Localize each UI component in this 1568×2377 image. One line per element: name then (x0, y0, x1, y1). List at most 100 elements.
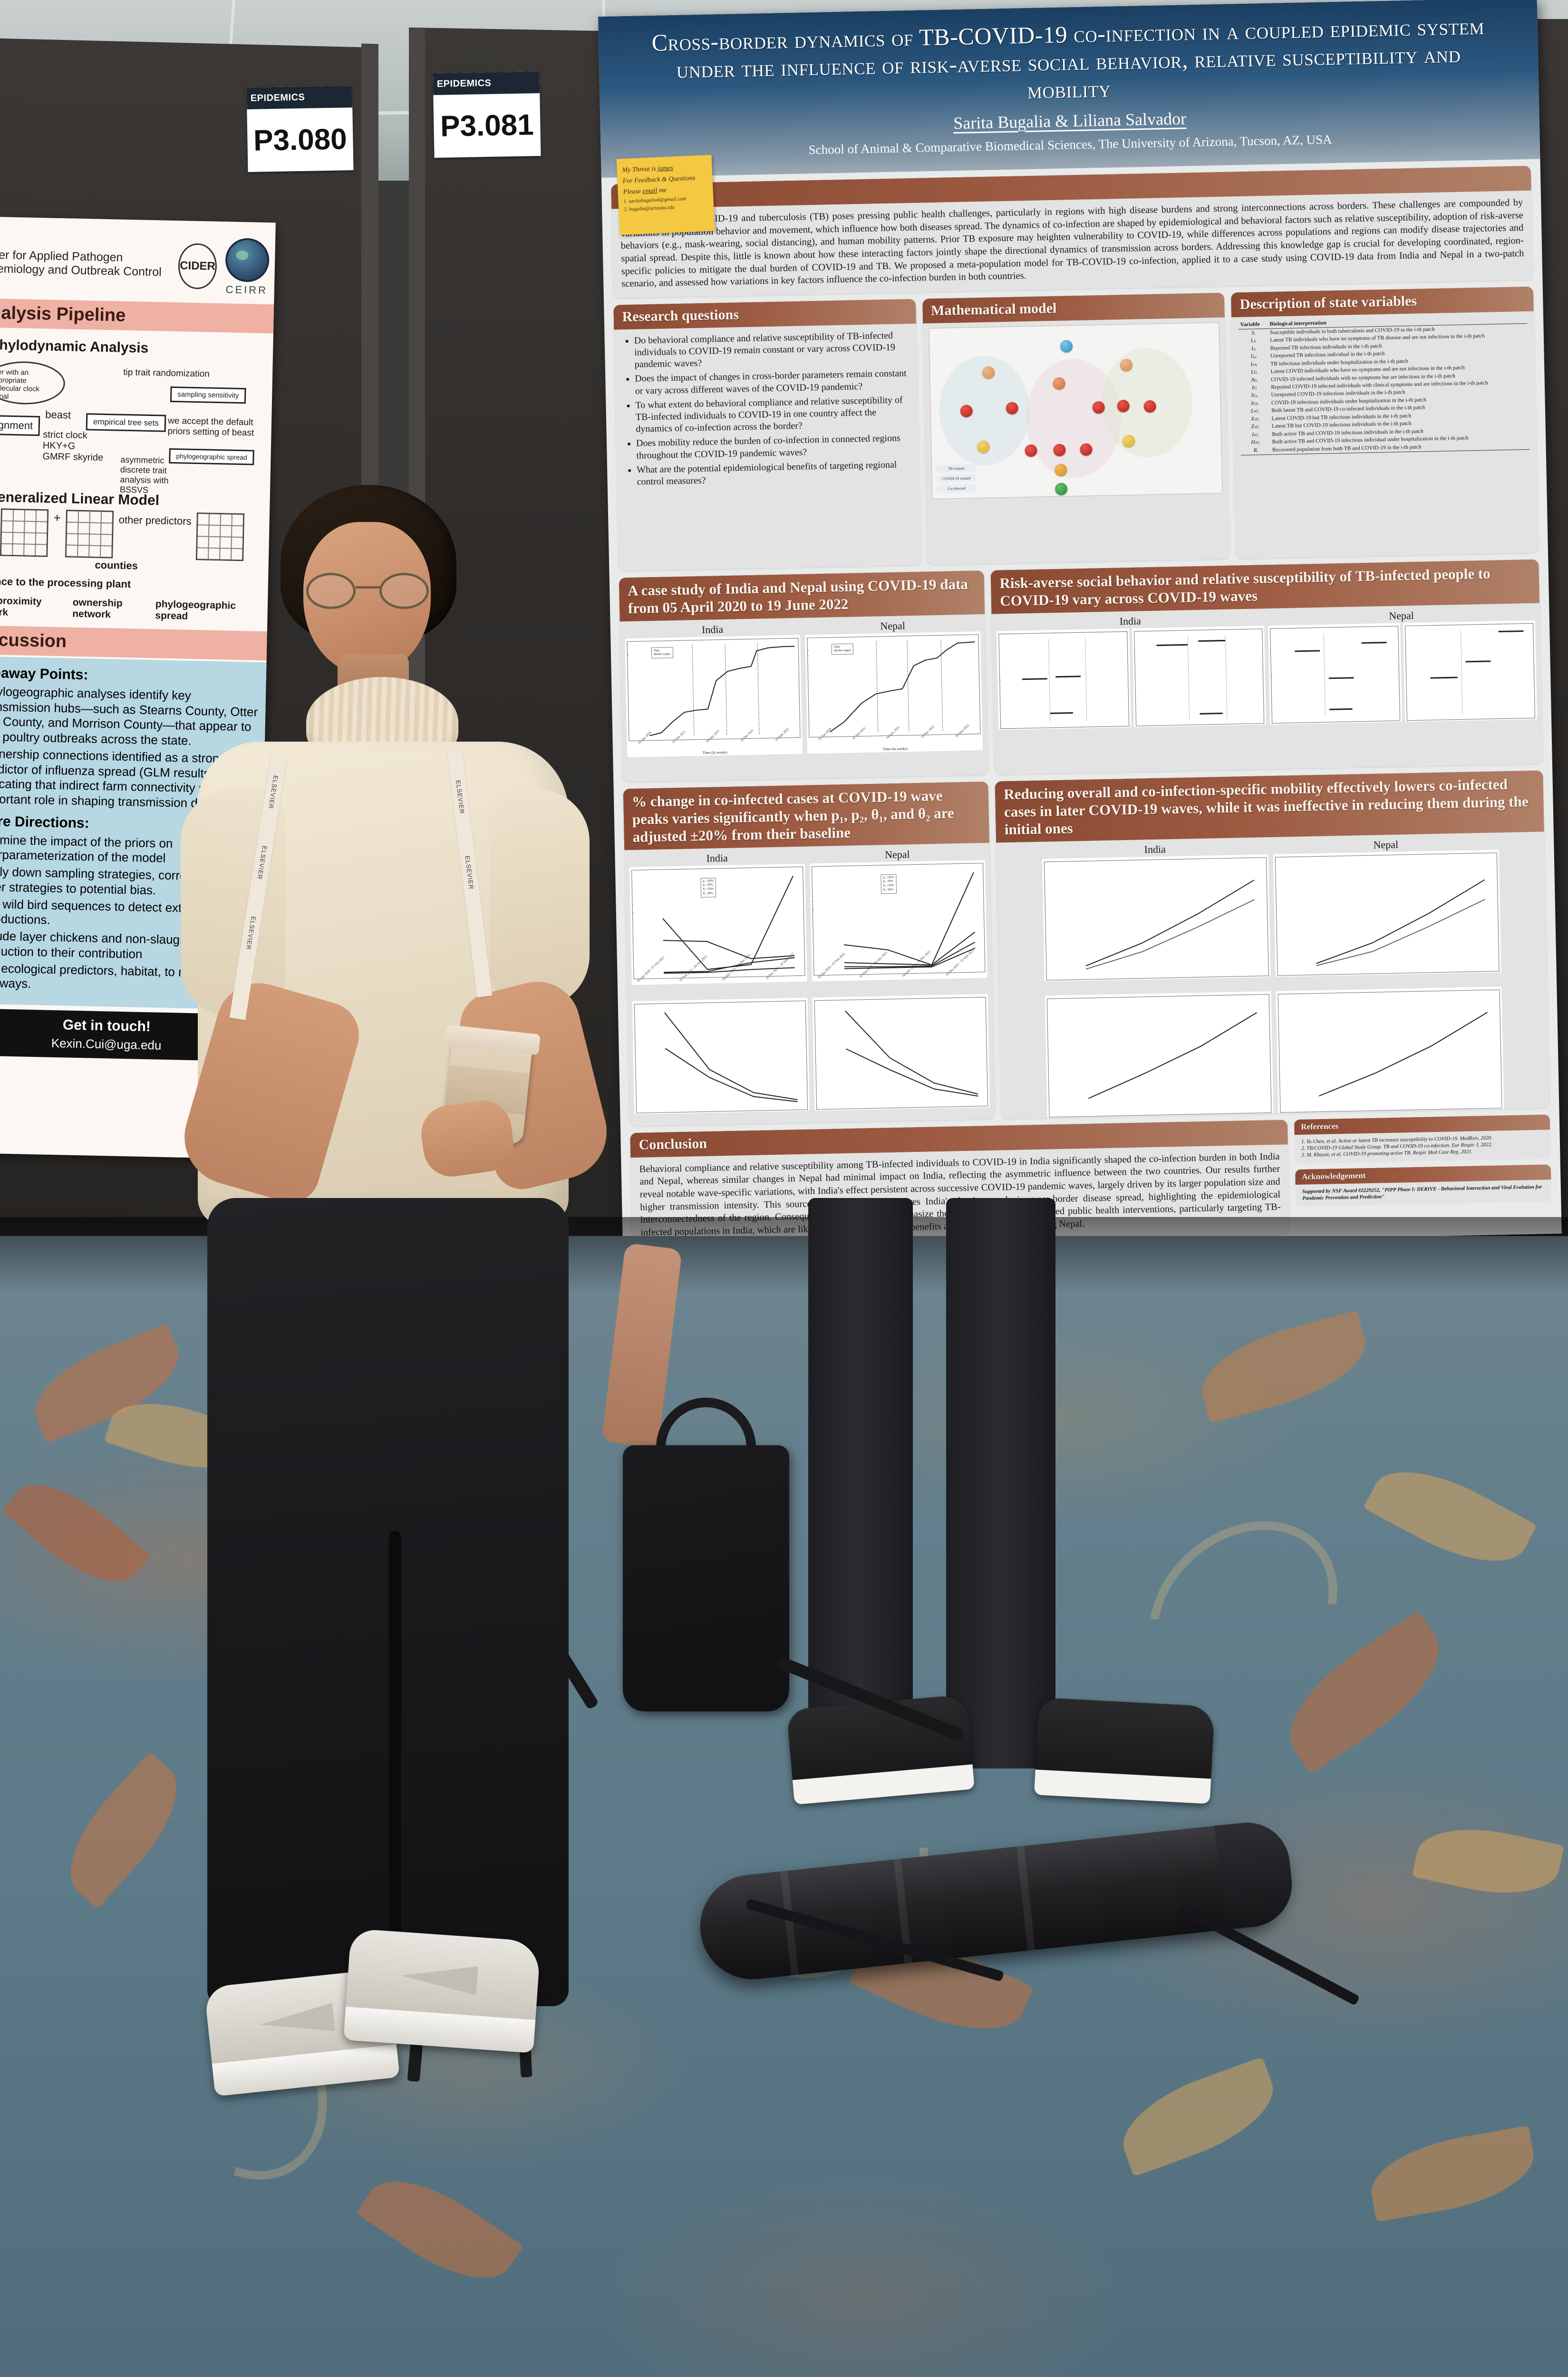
cider-logo-icon: CIDER (178, 243, 217, 290)
chart-mobility-nepal-2 (1278, 989, 1502, 1113)
chart-risk-india-b (1133, 628, 1264, 726)
sticky-line-1: My Threat is (622, 165, 656, 174)
background-person-shoe-left (786, 1694, 975, 1805)
epidemics-logo: EPIDEMICS (433, 71, 540, 96)
sneaker-logo-icon (400, 1961, 478, 1995)
chart-mobility-extra-nepal (814, 997, 988, 1110)
cape-logo-text: Center for Applied Pathogen Epidemiology… (0, 248, 162, 279)
list-item: Do behavioral compliance and relative su… (634, 329, 908, 371)
section-acknowledgement: Acknowledgement Supported by NSF Award #… (1295, 1164, 1552, 1207)
chart-case-study-nepal: Cumulative cases in Nepal (patch-2) Data… (807, 634, 981, 738)
epidemics-logo: EPIDEMICS (246, 86, 353, 110)
column-header: Variable (1238, 320, 1268, 329)
flow-beast-params: strict clock HKY+G GMRF skyride (42, 429, 104, 463)
mobility-header: Reducing overall and co-infection-specif… (995, 770, 1544, 843)
section-risk-averse: Risk-averse social behavior and relative… (990, 559, 1543, 775)
sticky-line-3-underlined: email (642, 187, 658, 195)
state-variables-table: Variable Biological interpretation Sᵢ Sus… (1238, 315, 1530, 455)
chart-percent-change-nepal: % Change in I_TC p₂ +20% p₂ -20% θ₂ +20%… (812, 863, 986, 976)
lanyard-text: ELSEVIER (267, 775, 280, 810)
flow-tree-sets: empirical tree sets (86, 413, 166, 432)
trouser-leg-gap (389, 1531, 401, 2006)
legend-item: COVID-19 related (936, 474, 977, 483)
legend-item: TB related (935, 464, 977, 473)
section-case-study: A case study of India and Nepal using CO… (619, 570, 988, 783)
state-variable-symbol: Xₜᴄᵢ (1250, 416, 1259, 422)
section-introduction: Introduction Co-infection with COVID-19 … (611, 165, 1533, 299)
presenter-person: ELSEVIER ELSEVIER ELSEVIER ELSEVIER ELSE… (114, 485, 713, 2339)
network-label-0: plant proximity network (0, 595, 42, 618)
state-variable-symbol: Hₜᴄᵢ (1251, 439, 1260, 445)
chart-risk-india-a: p₁ (998, 631, 1129, 729)
state-variable-symbol: Iᴄₕᵢ (1251, 400, 1258, 406)
y-axis-label: p₁ (998, 678, 1001, 682)
legend-item: Co-infected (936, 484, 977, 493)
lanyard-text: ELSEVIER (244, 916, 257, 951)
section-references: References 1. Yu Chen, et al. Active or … (1294, 1114, 1551, 1164)
ceirr-globe-icon (225, 238, 270, 283)
chart-mobility-india: Co-infected cases (1044, 857, 1269, 981)
background-person-leg-right (946, 1198, 1055, 1768)
section-state-variables: Description of state variables Variable … (1231, 286, 1539, 559)
sticky-line-3-post: me (657, 187, 667, 194)
chart-risk-nepal-a: p₂ (1269, 626, 1400, 724)
y-axis-label: Co-infected cases (1275, 893, 1278, 917)
introduction-body: Co-infection with COVID-19 and tuberculo… (620, 197, 1524, 290)
y-axis-label: Co-infected cases (1044, 898, 1047, 922)
trousers (207, 1198, 569, 2006)
sweater-sleeve-right (490, 789, 590, 1008)
y-axis-label: Cumulative cases in Nepal (patch-2) (807, 639, 810, 688)
state-variable-symbol: Iᴄᵢ (1251, 385, 1257, 391)
state-variable-symbol: Iₜᵢ (1251, 346, 1256, 352)
board-sign-P3081: EPIDEMICS P3.081 (433, 71, 541, 158)
glm-matrix-2 (65, 510, 114, 559)
lanyard-text: ELSEVIER (464, 855, 475, 890)
left-poster-logos: Center for Applied Pathogen Epidemiology… (0, 216, 276, 301)
flow-alignment: alignment (0, 415, 40, 436)
flow-bubble: filter with an appropriate molecular clo… (0, 360, 66, 406)
lanyard-text: ELSEVIER (256, 845, 269, 880)
section-percent-change: % change in co-infected cases at COVID-1… (623, 781, 996, 1126)
glm-plus-icon: + (53, 510, 61, 525)
chart-mobility-india-2 (1046, 994, 1272, 1118)
phylodynamic-title: Phylodynamic Analysis (0, 337, 149, 356)
backpack (623, 1445, 789, 1711)
ceirr-logo-text: CEIRR (225, 283, 268, 297)
section-mathematical-model: Mathematical model (922, 292, 1230, 565)
chart-mobility-nepal: Co-infected cases (1275, 852, 1500, 976)
section-mobility: Reducing overall and co-infection-specif… (995, 770, 1550, 1119)
research-questions-list: Do behavioral compliance and relative su… (622, 329, 910, 488)
y-axis-label: % Change in I_TC (812, 896, 814, 921)
poster-title-band: Cross-border dynamics of TB-COVID-19 co-… (598, 0, 1540, 178)
sticky-line-1-underlined: james (657, 164, 674, 173)
state-variable-symbol: Aᴄᵢ (1250, 377, 1258, 383)
board-number-text: P3.080 (253, 122, 348, 157)
flow-tip-trait: tip trait randomization (123, 367, 210, 379)
state-variable-symbol: Rᵢ (1240, 446, 1271, 455)
background-person-shoe-right (1034, 1697, 1215, 1804)
background-person-leg-left (808, 1198, 913, 1749)
glm-matrix-1 (0, 508, 49, 557)
page-title: Cross-border dynamics of TB-COVID-19 co-… (651, 12, 1485, 104)
board-number-text: P3.081 (440, 108, 534, 143)
state-variable-symbol: Sᵢ (1238, 329, 1268, 338)
state-variable-symbol: Lₜᵢ (1250, 338, 1257, 344)
state-variable-symbol: Zₜᴄᵢ (1251, 424, 1259, 430)
chart-case-study-india: Cumulative cases in India (patch-1) Data… (627, 638, 801, 742)
flow-sampling-sensitivity: sampling sensitivity (170, 386, 246, 404)
list-item: Does mobility reduce the burden of co-in… (636, 432, 910, 462)
state-variable-symbol: Lₜᴄᵢ (1250, 408, 1259, 414)
state-variable-symbol: Iᴄᵤᵢ (1251, 392, 1258, 399)
model-diagram: TB related COVID-19 related Co-infected (928, 322, 1223, 499)
lanyard-text: ELSEVIER (455, 780, 466, 815)
sticky-line-3-pre: Please (623, 188, 643, 196)
state-variable-symbol: Iₜᴄᵢ (1252, 431, 1259, 438)
flow-beast-label: beast (45, 408, 71, 421)
chart-percent-change-india: % Change in I_TC p₁ +20% p₁ -20% θ₁ +20%… (631, 867, 805, 980)
sneaker-logo-icon (259, 2003, 335, 2039)
list-item: What are the potential epidemiological b… (637, 459, 911, 488)
model-legend: TB related COVID-19 related Co-infected (935, 464, 977, 495)
state-variable-symbol: Lᴄᵢ (1250, 369, 1258, 375)
board-sign-P3080: EPIDEMICS P3.080 (246, 86, 354, 172)
